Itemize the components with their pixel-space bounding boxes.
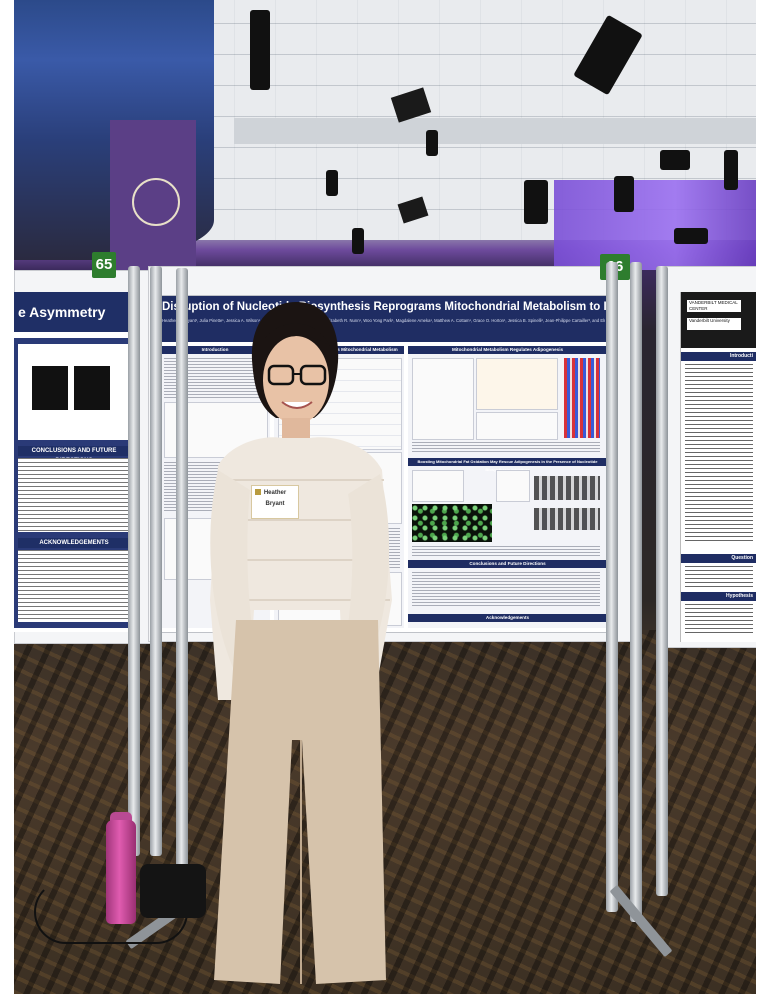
- logo: Vanderbilt University: [687, 318, 741, 330]
- text-block: [278, 528, 400, 568]
- figure-western-blot: [534, 508, 600, 530]
- section-header: Introducti: [681, 352, 756, 361]
- stage-light: [724, 150, 738, 190]
- text-block: [412, 572, 600, 608]
- vanderbilt-banner: [110, 120, 196, 270]
- figure-western-blot: [534, 476, 600, 500]
- poster-right-header: VANDERBILT MEDICAL CENTER Vanderbilt Uni…: [681, 292, 756, 348]
- badge-first-name: Heather: [263, 490, 287, 496]
- poster-left-figure: [18, 344, 130, 440]
- poster-main: Disruption of Nucleotide Biosynthesis Re…: [156, 296, 611, 632]
- figure-image: [32, 366, 68, 410]
- figure-pathway: [476, 358, 558, 410]
- purple-lit-wall: [554, 180, 756, 270]
- stage-light: [326, 170, 338, 196]
- badge-logo-icon: [255, 489, 261, 495]
- poster-authors: Heather G. Bryant¹, Julia Pinette¹, Jess…: [162, 318, 605, 323]
- text-block: [685, 604, 753, 636]
- stand-pole: [606, 262, 618, 912]
- stand-pole: [128, 266, 140, 856]
- water-bottle: [106, 820, 136, 924]
- logo: VANDERBILT MEDICAL CENTER: [687, 300, 741, 312]
- stand-pole: [630, 262, 642, 922]
- section-header: CONCLUSIONS AND FUTURE DIRECTIONS: [18, 446, 130, 464]
- poster-left-body: CONCLUSIONS AND FUTURE DIRECTIONS ACKNOW…: [14, 338, 134, 628]
- name-badge: Heather Bryant: [251, 485, 299, 519]
- poster-left-title: e Asymmetry: [14, 292, 134, 332]
- section-header: Question: [681, 554, 756, 563]
- figure-microscopy: [412, 504, 492, 542]
- section-header: Acknowledgements: [408, 614, 607, 622]
- stage-light: [674, 228, 708, 244]
- figure-image: [74, 366, 110, 410]
- ceiling-beam: [234, 118, 756, 144]
- poster-title: Disruption of Nucleotide Biosynthesis Re…: [162, 301, 611, 313]
- badge-last-name: Bryant: [265, 501, 285, 507]
- figure-graph: [476, 412, 558, 440]
- seal-icon: [132, 178, 180, 226]
- stand-pole: [150, 266, 162, 856]
- text-block: [412, 442, 600, 454]
- poster-right: VANDERBILT MEDICAL CENTER Vanderbilt Uni…: [680, 292, 756, 642]
- section-header: Mitochondrial Metabolism Regulates Adipo…: [408, 346, 607, 354]
- section-header: ACKNOWLEDGEMENTS: [18, 538, 130, 548]
- text-block: [412, 546, 600, 556]
- figure-bars: [278, 572, 402, 626]
- stage-light: [524, 180, 548, 224]
- board-number-tag: 65: [92, 252, 116, 278]
- photo-scene: e Asymmetry CONCLUSIONS AND FUTURE DIREC…: [14, 0, 756, 994]
- text-block: [685, 566, 753, 588]
- section-header: Hypothesis: [681, 592, 756, 601]
- text-block: [685, 364, 753, 544]
- stage-light: [614, 176, 634, 212]
- poster-left: e Asymmetry CONCLUSIONS AND FUTURE DIREC…: [14, 292, 135, 632]
- stage-light: [426, 130, 438, 156]
- figure-diagram: [412, 470, 464, 502]
- figure-heatmap: [564, 358, 600, 438]
- poster-header: Disruption of Nucleotide Biosynthesis Re…: [156, 296, 611, 342]
- section-header: Boosting Mitochondrial Fat Oxidation May…: [408, 458, 607, 472]
- stand-pole: [656, 266, 668, 896]
- stand-pole: [176, 268, 188, 868]
- section-header: Conclusions and Future Directions: [408, 560, 607, 568]
- section-header: Introduction: [160, 346, 270, 354]
- figure-bars: [496, 470, 530, 502]
- section-header: Nucleotide Inhibition Alters Mitochondri…: [274, 346, 404, 354]
- stage-light: [352, 228, 364, 254]
- text-block: [18, 550, 130, 622]
- stage-light: [250, 10, 270, 90]
- poster-column: Mitochondrial Metabolism Regulates Adipo…: [408, 346, 607, 628]
- black-bag: [140, 864, 206, 918]
- text-block: [18, 458, 130, 532]
- figure-charts: [412, 358, 474, 440]
- figure-plots: [278, 358, 402, 450]
- stage-light: [660, 150, 690, 170]
